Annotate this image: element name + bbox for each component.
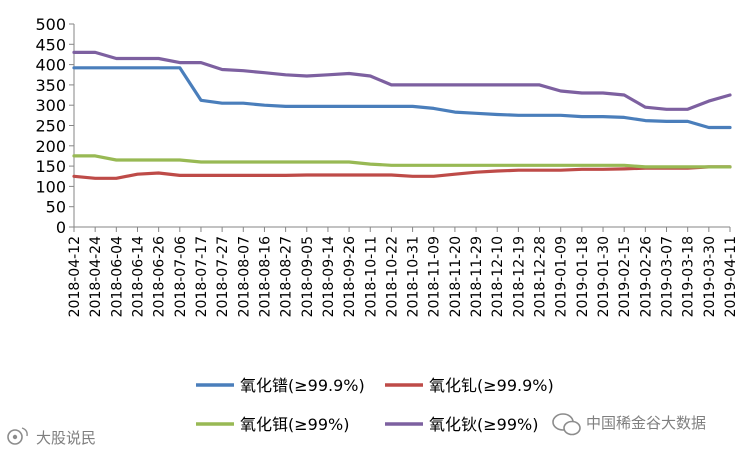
x-tick-label: 2018-08-27 <box>279 236 295 317</box>
x-tick-label: 2018-10-31 <box>406 236 422 317</box>
x-tick-label: 2019-02-26 <box>638 236 654 317</box>
x-tick-label: 2018-12-10 <box>490 236 506 317</box>
watermark-right-text: 中国稀金谷大数据 <box>586 414 706 432</box>
x-tick-label: 2018-06-26 <box>152 236 168 317</box>
x-tick-label: 2018-12-28 <box>533 236 549 317</box>
legend-label: 氧化铒(≥99%) <box>240 415 349 434</box>
wechat-logo-icon <box>552 413 581 436</box>
series-line-1 <box>72 66 732 130</box>
x-tick-label: 2018-09-26 <box>342 236 358 317</box>
y-tick-label: 50 <box>46 198 66 217</box>
x-tick-label: 2018-07-27 <box>215 236 231 317</box>
y-tick-label: 300 <box>35 96 66 115</box>
x-tick-label: 2018-06-14 <box>130 236 146 317</box>
x-tick-label: 2018-07-06 <box>173 236 189 317</box>
watermark-left-text: 大股说民 <box>36 429 96 447</box>
y-tick-label: 200 <box>35 137 66 156</box>
x-tick-label: 2019-03-18 <box>681 236 697 317</box>
x-tick-label: 2018-12-19 <box>511 236 527 317</box>
x-tick-label: 2018-08-16 <box>257 236 273 317</box>
x-tick-label: 2018-10-22 <box>384 236 400 317</box>
series-line-3 <box>72 154 732 169</box>
y-tick-label: 450 <box>35 35 66 54</box>
x-tick-label: 2019-01-09 <box>554 236 570 317</box>
x-tick-label: 2019-01-30 <box>596 236 612 317</box>
weibo-logo-icon <box>7 427 28 445</box>
legend-label: 氧化镨(≥99.9%) <box>240 376 365 395</box>
x-tick-label: 2018-11-09 <box>427 236 443 317</box>
x-tick-label: 2018-11-29 <box>469 236 485 317</box>
y-tick-label: 400 <box>35 56 66 75</box>
y-tick-label: 100 <box>35 177 66 196</box>
x-axis: 2018-04-12 2018-04-24 2018-06-04 2018-06-14… <box>67 226 739 317</box>
x-tick-label: 2018-06-04 <box>109 236 125 317</box>
legend-item-1: 氧化镨(≥99.9%) <box>196 376 365 395</box>
y-tick-label: 500 <box>35 15 66 34</box>
x-tick-label: 2018-11-20 <box>448 236 464 317</box>
watermark-left: 大股说民 <box>7 427 96 447</box>
x-tick-label: 2018-04-12 <box>67 236 83 317</box>
series-lines <box>72 50 732 180</box>
series-line-4 <box>72 50 732 111</box>
x-tick-label: 2019-03-30 <box>702 236 718 317</box>
x-tick-label: 2019-03-07 <box>660 236 676 317</box>
watermark-right: 中国稀金谷大数据 <box>552 413 706 436</box>
legend-label: 氧化钆(≥99.9%) <box>429 376 554 395</box>
x-tick-label: 2018-08-07 <box>236 236 252 317</box>
x-tick-label: 2018-04-24 <box>88 236 104 317</box>
legend-item-4: 氧化钬(≥99%) <box>385 415 538 434</box>
x-tick-label: 2019-01-18 <box>575 236 591 317</box>
legend: 氧化镨(≥99.9%) 氧化钆(≥99.9%) 氧化铒(≥99%) 氧化钬(≥99%) <box>196 376 554 434</box>
x-tick-label: 2019-02-15 <box>617 236 633 317</box>
x-tick-label: 2018-09-05 <box>300 236 316 317</box>
series-line-2 <box>72 165 732 180</box>
legend-label: 氧化钬(≥99%) <box>429 415 538 434</box>
x-tick-label: 2018-09-14 <box>321 236 337 317</box>
y-tick-label: 0 <box>56 218 66 237</box>
x-tick-label: 2018-10-11 <box>363 236 379 317</box>
x-tick-label: 2019-04-11 <box>723 236 739 317</box>
x-tick-label: 2018-07-17 <box>194 236 210 317</box>
y-tick-label: 150 <box>35 157 66 176</box>
y-tick-label: 250 <box>35 117 66 136</box>
legend-item-2: 氧化钆(≥99.9%) <box>385 376 554 395</box>
legend-item-3: 氧化铒(≥99%) <box>196 415 349 434</box>
y-tick-label: 350 <box>35 76 66 95</box>
